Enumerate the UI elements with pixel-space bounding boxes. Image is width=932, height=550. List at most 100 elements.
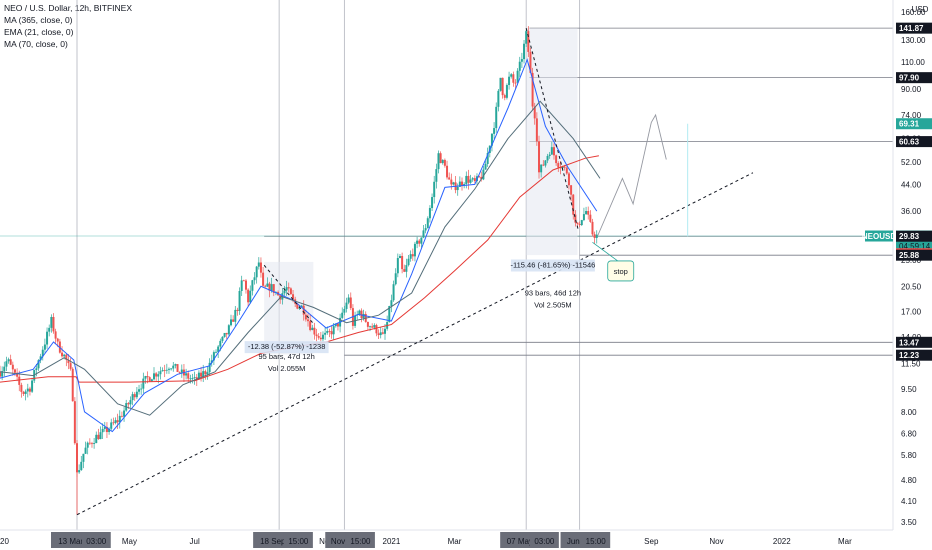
candle-down xyxy=(473,178,476,182)
candle-down xyxy=(313,327,316,335)
indicator-ma70-label[interactable]: MA (70, close, 0) xyxy=(4,39,68,49)
y-tick-label: 36.00 xyxy=(901,207,922,216)
candle-up xyxy=(217,346,220,352)
x-tick-label: May xyxy=(122,537,137,546)
candle-up xyxy=(142,378,145,389)
y-tick-label: 52.00 xyxy=(901,158,922,167)
candle-up xyxy=(343,308,346,313)
candle-down xyxy=(567,173,570,186)
candle-up xyxy=(31,380,34,392)
trendline-2 xyxy=(525,28,580,232)
candle-up xyxy=(99,432,102,440)
candle-down xyxy=(127,403,130,405)
y-tick-label: 20.50 xyxy=(901,282,922,291)
candle-up xyxy=(422,230,425,238)
candle-down xyxy=(315,334,318,337)
candle-down xyxy=(65,354,68,360)
countdown-text: 04:59:14 xyxy=(899,242,931,251)
price-tag-text: 29.83 xyxy=(899,232,920,241)
candle-up xyxy=(561,166,564,169)
measure-2-bars: 93 bars, 46d 12h xyxy=(525,288,581,297)
y-tick-label: 9.50 xyxy=(901,385,917,394)
time-highlight-bg xyxy=(81,532,111,548)
candle-up xyxy=(321,334,324,340)
candle-down xyxy=(120,415,123,417)
time-highlight-label: 13 Mar '20 xyxy=(58,537,96,546)
candle-down xyxy=(480,177,483,180)
candle-down xyxy=(450,179,453,185)
price-tag-25-88 xyxy=(896,249,932,261)
candle-up xyxy=(5,361,8,367)
candle-down xyxy=(309,321,312,331)
candle-down xyxy=(28,388,31,392)
price-tag-text: 12.23 xyxy=(899,351,920,360)
candle-up xyxy=(172,365,175,369)
candle-up xyxy=(193,377,196,379)
candle-up xyxy=(358,310,361,315)
candle-down xyxy=(439,153,442,164)
candle-up xyxy=(253,277,256,281)
y-tick-label: 130.00 xyxy=(901,36,926,45)
candle-up xyxy=(150,379,153,382)
candle-down xyxy=(195,377,198,380)
candle-up xyxy=(283,290,286,294)
measure-1-change: -12.38 (-52.87%) -1238 xyxy=(248,342,326,351)
candle-up xyxy=(144,376,147,379)
candle-up xyxy=(407,258,410,266)
candle-up xyxy=(508,76,511,86)
candle-up xyxy=(516,70,519,83)
candle-up xyxy=(251,280,254,291)
candle-down xyxy=(512,74,515,83)
candle-down xyxy=(200,372,203,377)
price-tag-13-47 xyxy=(896,336,932,348)
candle-up xyxy=(582,214,585,221)
candle-up xyxy=(131,394,134,401)
stop-callout-text: stop xyxy=(614,267,628,276)
candle-down xyxy=(304,314,307,320)
candle-up xyxy=(161,370,164,372)
candle-up xyxy=(95,434,98,444)
candle-up xyxy=(255,266,258,278)
candle-up xyxy=(379,332,382,336)
candle-up xyxy=(428,208,431,219)
candle-up xyxy=(390,300,393,307)
candle-up xyxy=(409,254,412,259)
candle-up xyxy=(78,470,81,473)
indicator-ema21-label[interactable]: EMA (21, close, 0) xyxy=(4,27,74,37)
x-tick-label: Mar xyxy=(838,537,852,546)
candle-down xyxy=(225,332,228,335)
time-highlight-bg xyxy=(529,532,559,548)
candle-up xyxy=(520,59,523,62)
measure-2-change: -115.46 (-81.65%) -11546 xyxy=(511,260,596,269)
candle-down xyxy=(247,289,250,303)
y-tick-label: 5.80 xyxy=(901,451,917,460)
candle-up xyxy=(157,374,160,377)
candle-down xyxy=(133,394,136,398)
candle-up xyxy=(230,319,233,326)
candle-up xyxy=(347,297,350,303)
candle-up xyxy=(463,184,466,186)
candle-up xyxy=(300,305,303,308)
candle-up xyxy=(3,366,6,372)
series-line-ema21 xyxy=(0,58,598,433)
candle-up xyxy=(495,106,498,129)
candle-down xyxy=(97,434,100,440)
y-tick-label: 90.00 xyxy=(901,85,922,94)
candle-down xyxy=(163,370,166,371)
candle-up xyxy=(437,153,440,170)
candle-up xyxy=(413,243,416,257)
indicator-ma365-label[interactable]: MA (365, close, 0) xyxy=(4,15,73,25)
candle-up xyxy=(266,283,269,287)
candle-down xyxy=(542,164,545,166)
stop-callout-box xyxy=(607,260,635,282)
candle-down xyxy=(593,234,596,238)
candle-down xyxy=(262,272,265,286)
candle-up xyxy=(234,309,237,322)
price-tag-60-63 xyxy=(896,136,932,148)
candle-up xyxy=(227,325,230,335)
measure-1-bars: 95 bars, 47d 12h xyxy=(258,352,314,361)
candle-up xyxy=(7,359,10,362)
candle-down xyxy=(0,371,1,377)
candle-down xyxy=(360,310,363,318)
